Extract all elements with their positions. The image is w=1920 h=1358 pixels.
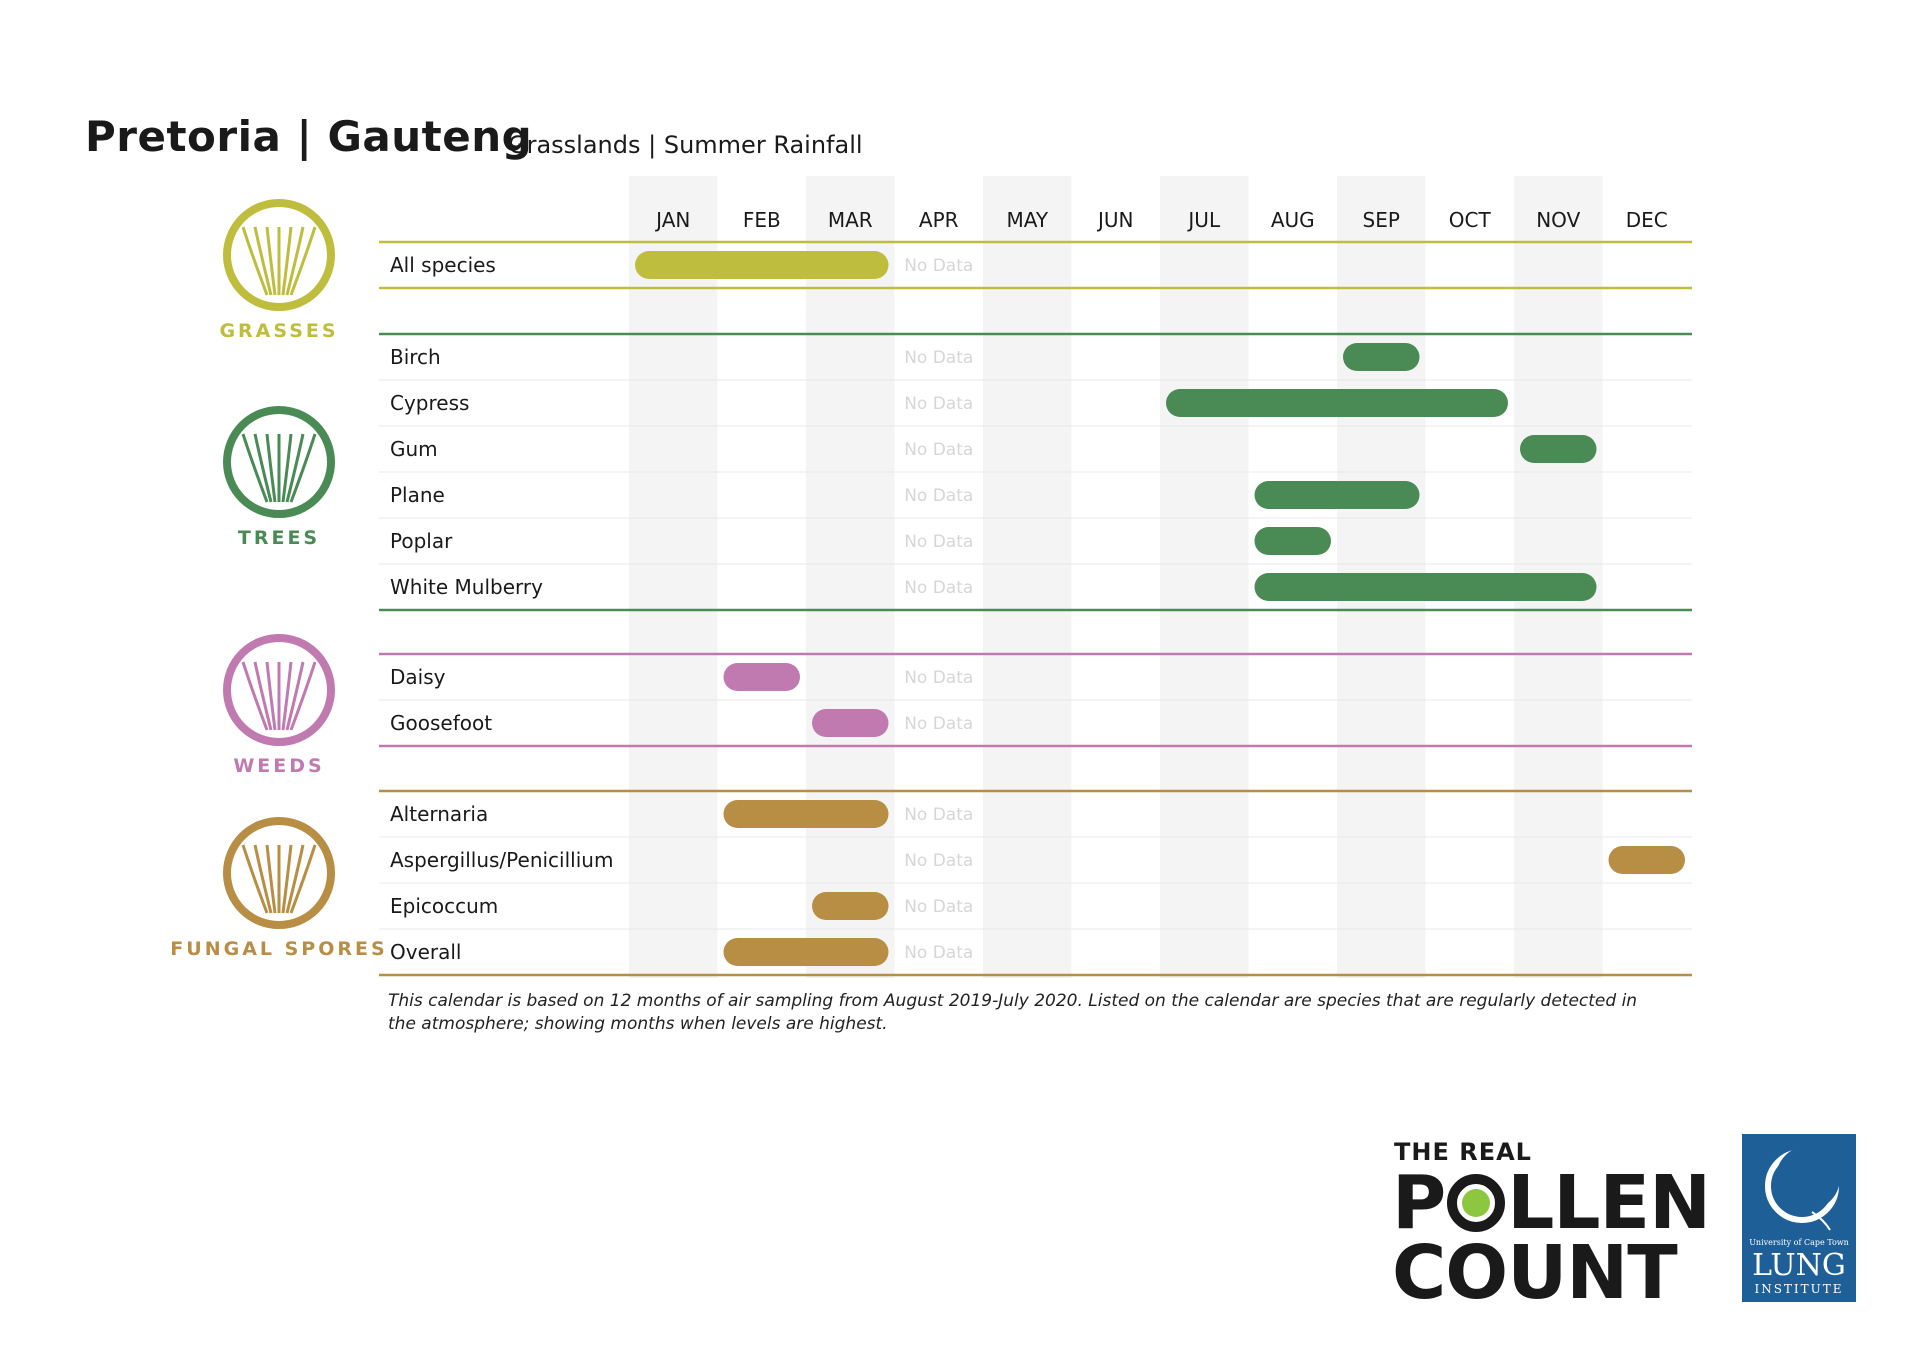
species-label: All species [390, 253, 496, 277]
month-column-shade [1160, 176, 1249, 978]
no-data-label: No Data [904, 348, 973, 368]
no-data-label: No Data [904, 668, 973, 688]
species-label: Overall [390, 940, 461, 964]
season-bar [812, 709, 889, 737]
species-label: Poplar [390, 529, 453, 553]
category-label: TREES [238, 527, 320, 549]
no-data-label: No Data [904, 943, 973, 963]
season-bar [812, 892, 889, 920]
species-label: Daisy [390, 665, 446, 689]
season-bar [1254, 481, 1420, 509]
month-label-jul: JUL [1186, 208, 1221, 232]
species-label: Gum [390, 437, 438, 461]
month-column-shade [629, 176, 718, 978]
season-bar [723, 663, 800, 691]
season-bar [723, 938, 889, 966]
no-data-label: No Data [904, 486, 973, 506]
month-label-oct: OCT [1449, 208, 1492, 232]
no-data-label: No Data [904, 394, 973, 414]
season-bar [1254, 527, 1331, 555]
month-column-shade [806, 176, 895, 978]
month-column-shade [983, 176, 1072, 978]
tree-icon: TREES [223, 406, 335, 549]
page-subtitle: Grasslands | Summer Rainfall [508, 131, 863, 159]
university-name: University of Cape Town [1749, 1238, 1849, 1247]
footnote: This calendar is based on 12 months of a… [388, 991, 1638, 1034]
month-label-feb: FEB [743, 208, 781, 232]
pollen-grain-icon [1447, 1174, 1506, 1232]
category-label: WEEDS [233, 755, 324, 777]
no-data-label: No Data [904, 851, 973, 871]
month-label-sep: SEP [1363, 208, 1400, 232]
lung-institute-logo: University of Cape Town LUNG INSTITUTE [1742, 1134, 1856, 1302]
species-label: Plane [390, 483, 445, 507]
season-bar [635, 251, 889, 279]
no-data-label: No Data [904, 578, 973, 598]
season-bar [1343, 343, 1420, 371]
fungal-spores-icon: FUNGAL SPORES [170, 817, 387, 960]
species-label: Cypress [390, 391, 469, 415]
month-label-jan: JAN [654, 208, 690, 232]
month-label-may: MAY [1006, 208, 1048, 232]
month-label-dec: DEC [1626, 208, 1668, 232]
weed-flower-icon: WEEDS [223, 634, 335, 777]
species-label: Goosefoot [390, 711, 492, 735]
grass-icon: GRASSES [219, 199, 338, 342]
no-data-label: No Data [904, 440, 973, 460]
species-label: Epicoccum [390, 894, 498, 918]
species-label: Aspergillus/Penicillium [390, 848, 613, 872]
category-label: GRASSES [219, 320, 338, 342]
species-label: White Mulberry [390, 575, 543, 599]
logo-count: COUNT [1392, 1230, 1678, 1316]
season-bar [1166, 389, 1508, 417]
season-bar [1608, 846, 1685, 874]
season-bar [1520, 435, 1597, 463]
no-data-label: No Data [904, 256, 973, 276]
institute-name: LUNG [1752, 1248, 1846, 1283]
no-data-label: No Data [904, 805, 973, 825]
species-label: Alternaria [390, 802, 488, 826]
month-label-nov: NOV [1536, 208, 1580, 232]
month-label-jun: JUN [1096, 208, 1134, 232]
month-label-aug: AUG [1271, 208, 1315, 232]
crescent-icon [1765, 1146, 1840, 1231]
logo-the-real: THE REAL [1394, 1138, 1532, 1166]
no-data-label: No Data [904, 897, 973, 917]
season-bar [723, 800, 889, 828]
season-bar [1254, 573, 1597, 601]
no-data-label: No Data [904, 714, 973, 734]
logo-pollen: P LLEN [1392, 1160, 1711, 1246]
no-data-label: No Data [904, 532, 973, 552]
month-label-apr: APR [919, 208, 959, 232]
institute-subname: INSTITUTE [1754, 1282, 1844, 1296]
species-label: Birch [390, 345, 441, 369]
category-label: FUNGAL SPORES [170, 938, 387, 960]
page-title: Pretoria | Gauteng [85, 112, 533, 161]
month-label-mar: MAR [828, 208, 873, 232]
